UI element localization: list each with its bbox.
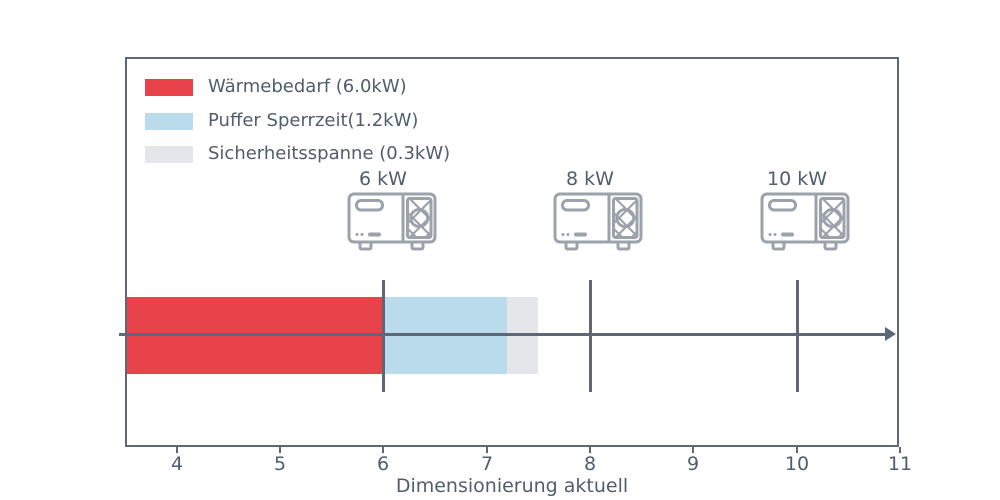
marker-line-8kw [589,280,592,392]
heat-pump-icon [760,192,850,254]
marker-line-6kw [382,280,385,392]
x-tick-label: 10 [784,453,810,475]
x-tick [279,447,281,453]
marker-line-10kw [796,280,799,392]
legend-label: Puffer Sperrzeit(1.2kW) [208,110,419,131]
x-tick-label: 11 [887,453,913,475]
legend-label: Sicherheitsspanne (0.3kW) [208,143,451,164]
legend-item-puffer-sperrzeit: Puffer Sperrzeit(1.2kW) [145,110,418,132]
marker-label-10kw: 10 kW [766,168,827,190]
x-tick-label: 9 [686,453,700,475]
x-axis-label: Dimensionierung aktuell [395,475,629,497]
x-tick-label: 4 [170,453,184,475]
x-tick [796,447,798,453]
x-tick [486,447,488,453]
x-tick-label: 8 [583,453,597,475]
legend-item-sicherheitsspanne: Sicherheitsspanne (0.3kW) [145,143,450,165]
heat-pump-icon [553,192,643,254]
x-tick-label: 7 [480,453,494,475]
x-tick-label: 5 [273,453,287,475]
axis-arrow-head-icon [885,327,896,341]
x-tick [692,447,694,453]
heat-pump-icon [347,192,437,254]
axis-arrow-line [119,333,888,336]
legend-item-waermebedarf: Wärmebedarf (6.0kW) [145,76,407,98]
x-tick-label: 6 [376,453,390,475]
legend-swatch-gray [145,145,193,163]
x-tick [589,447,591,453]
legend-label: Wärmebedarf (6.0kW) [208,76,407,97]
x-tick [899,447,901,453]
x-tick [176,447,178,453]
legend-swatch-red [145,78,193,96]
x-tick [382,447,384,453]
marker-label-6kw: 6 kW [359,168,407,190]
plot-frame [125,57,899,447]
legend-swatch-blue [145,112,193,130]
marker-label-8kw: 8 kW [566,168,614,190]
